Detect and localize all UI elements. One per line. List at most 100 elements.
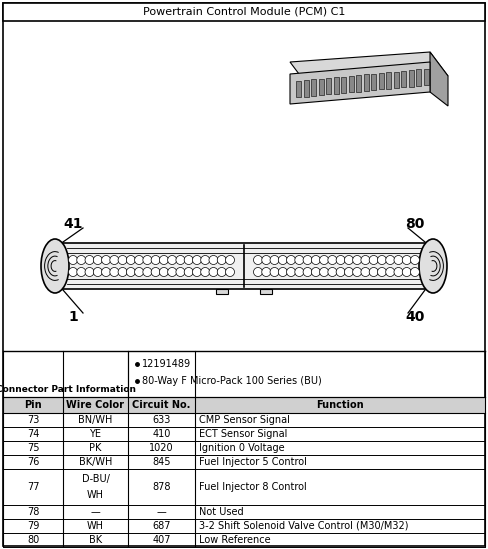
Text: 75: 75	[27, 443, 39, 453]
Circle shape	[303, 255, 312, 265]
Polygon shape	[290, 52, 448, 86]
Circle shape	[184, 267, 193, 277]
Polygon shape	[290, 62, 430, 104]
Circle shape	[336, 267, 345, 277]
Bar	[371, 74, 376, 90]
Circle shape	[85, 267, 94, 277]
Text: 12191489: 12191489	[142, 359, 191, 369]
Circle shape	[160, 255, 168, 265]
Circle shape	[278, 267, 287, 277]
Circle shape	[328, 255, 337, 265]
Text: 77: 77	[27, 482, 39, 492]
Circle shape	[151, 255, 160, 265]
Circle shape	[126, 267, 135, 277]
Circle shape	[336, 255, 345, 265]
Text: 40: 40	[406, 310, 425, 324]
Bar	[341, 76, 346, 93]
Bar	[416, 70, 422, 86]
Bar	[296, 81, 301, 97]
Text: 76: 76	[27, 457, 39, 467]
Text: 73: 73	[27, 415, 39, 425]
Circle shape	[402, 267, 411, 277]
Text: 407: 407	[152, 535, 171, 545]
Text: 1020: 1020	[149, 443, 174, 453]
Text: 845: 845	[152, 457, 171, 467]
Circle shape	[192, 267, 202, 277]
Text: Wire Color: Wire Color	[66, 400, 124, 410]
Circle shape	[143, 267, 152, 277]
Text: 80: 80	[27, 535, 39, 545]
Circle shape	[320, 255, 328, 265]
Bar	[49, 243, 439, 289]
Circle shape	[135, 255, 143, 265]
Text: D-BU/: D-BU/	[81, 474, 109, 484]
Circle shape	[377, 267, 386, 277]
Bar	[3, 397, 485, 413]
Text: Low Reference: Low Reference	[199, 535, 271, 545]
Polygon shape	[430, 52, 448, 106]
Text: 79: 79	[27, 521, 39, 531]
Bar	[356, 75, 361, 92]
Circle shape	[311, 255, 320, 265]
Bar	[3, 3, 485, 21]
Text: 1: 1	[68, 310, 78, 324]
Circle shape	[369, 267, 378, 277]
Text: ECT Sensor Signal: ECT Sensor Signal	[199, 429, 287, 439]
Circle shape	[93, 267, 102, 277]
Circle shape	[295, 255, 304, 265]
Circle shape	[410, 267, 420, 277]
Text: Fuel Injector 8 Control: Fuel Injector 8 Control	[199, 482, 307, 492]
Circle shape	[68, 255, 78, 265]
Text: CMP Sensor Signal: CMP Sensor Signal	[199, 415, 290, 425]
Circle shape	[253, 267, 263, 277]
Circle shape	[286, 255, 296, 265]
Circle shape	[168, 267, 177, 277]
Circle shape	[143, 255, 152, 265]
Circle shape	[253, 255, 263, 265]
Circle shape	[201, 267, 210, 277]
Circle shape	[386, 267, 395, 277]
Text: —: —	[157, 507, 166, 517]
Bar	[424, 69, 429, 85]
Circle shape	[278, 255, 287, 265]
Circle shape	[77, 255, 86, 265]
Text: BN/WH: BN/WH	[78, 415, 113, 425]
Text: Pin: Pin	[24, 400, 42, 410]
Bar	[409, 70, 414, 87]
Text: WH: WH	[87, 521, 104, 531]
Bar	[402, 71, 407, 87]
Circle shape	[270, 267, 279, 277]
Circle shape	[168, 255, 177, 265]
Circle shape	[77, 267, 86, 277]
Text: Fuel Injector 5 Control: Fuel Injector 5 Control	[199, 457, 307, 467]
Circle shape	[184, 255, 193, 265]
Text: 878: 878	[152, 482, 171, 492]
Bar	[394, 71, 399, 88]
Circle shape	[410, 255, 420, 265]
Circle shape	[192, 255, 202, 265]
Circle shape	[353, 267, 362, 277]
Circle shape	[102, 255, 111, 265]
Circle shape	[345, 267, 353, 277]
Text: Connector Part Information: Connector Part Information	[0, 384, 136, 394]
Text: Circuit No.: Circuit No.	[132, 400, 191, 410]
Text: 3-2 Shift Solenoid Valve Control (M30/M32): 3-2 Shift Solenoid Valve Control (M30/M3…	[199, 521, 408, 531]
Text: WH: WH	[87, 490, 104, 500]
Circle shape	[262, 255, 271, 265]
Bar	[260, 289, 272, 294]
Text: 410: 410	[152, 429, 171, 439]
Bar	[216, 289, 228, 294]
Circle shape	[85, 255, 94, 265]
Text: BK/WH: BK/WH	[79, 457, 112, 467]
Circle shape	[361, 267, 370, 277]
Circle shape	[225, 267, 235, 277]
Bar	[304, 80, 308, 97]
Circle shape	[353, 255, 362, 265]
Text: Powertrain Control Module (PCM) C1: Powertrain Control Module (PCM) C1	[143, 7, 345, 17]
Circle shape	[160, 267, 168, 277]
Circle shape	[110, 255, 119, 265]
Text: 74: 74	[27, 429, 39, 439]
Text: 687: 687	[152, 521, 171, 531]
Text: PK: PK	[89, 443, 102, 453]
Text: 80: 80	[406, 217, 425, 231]
